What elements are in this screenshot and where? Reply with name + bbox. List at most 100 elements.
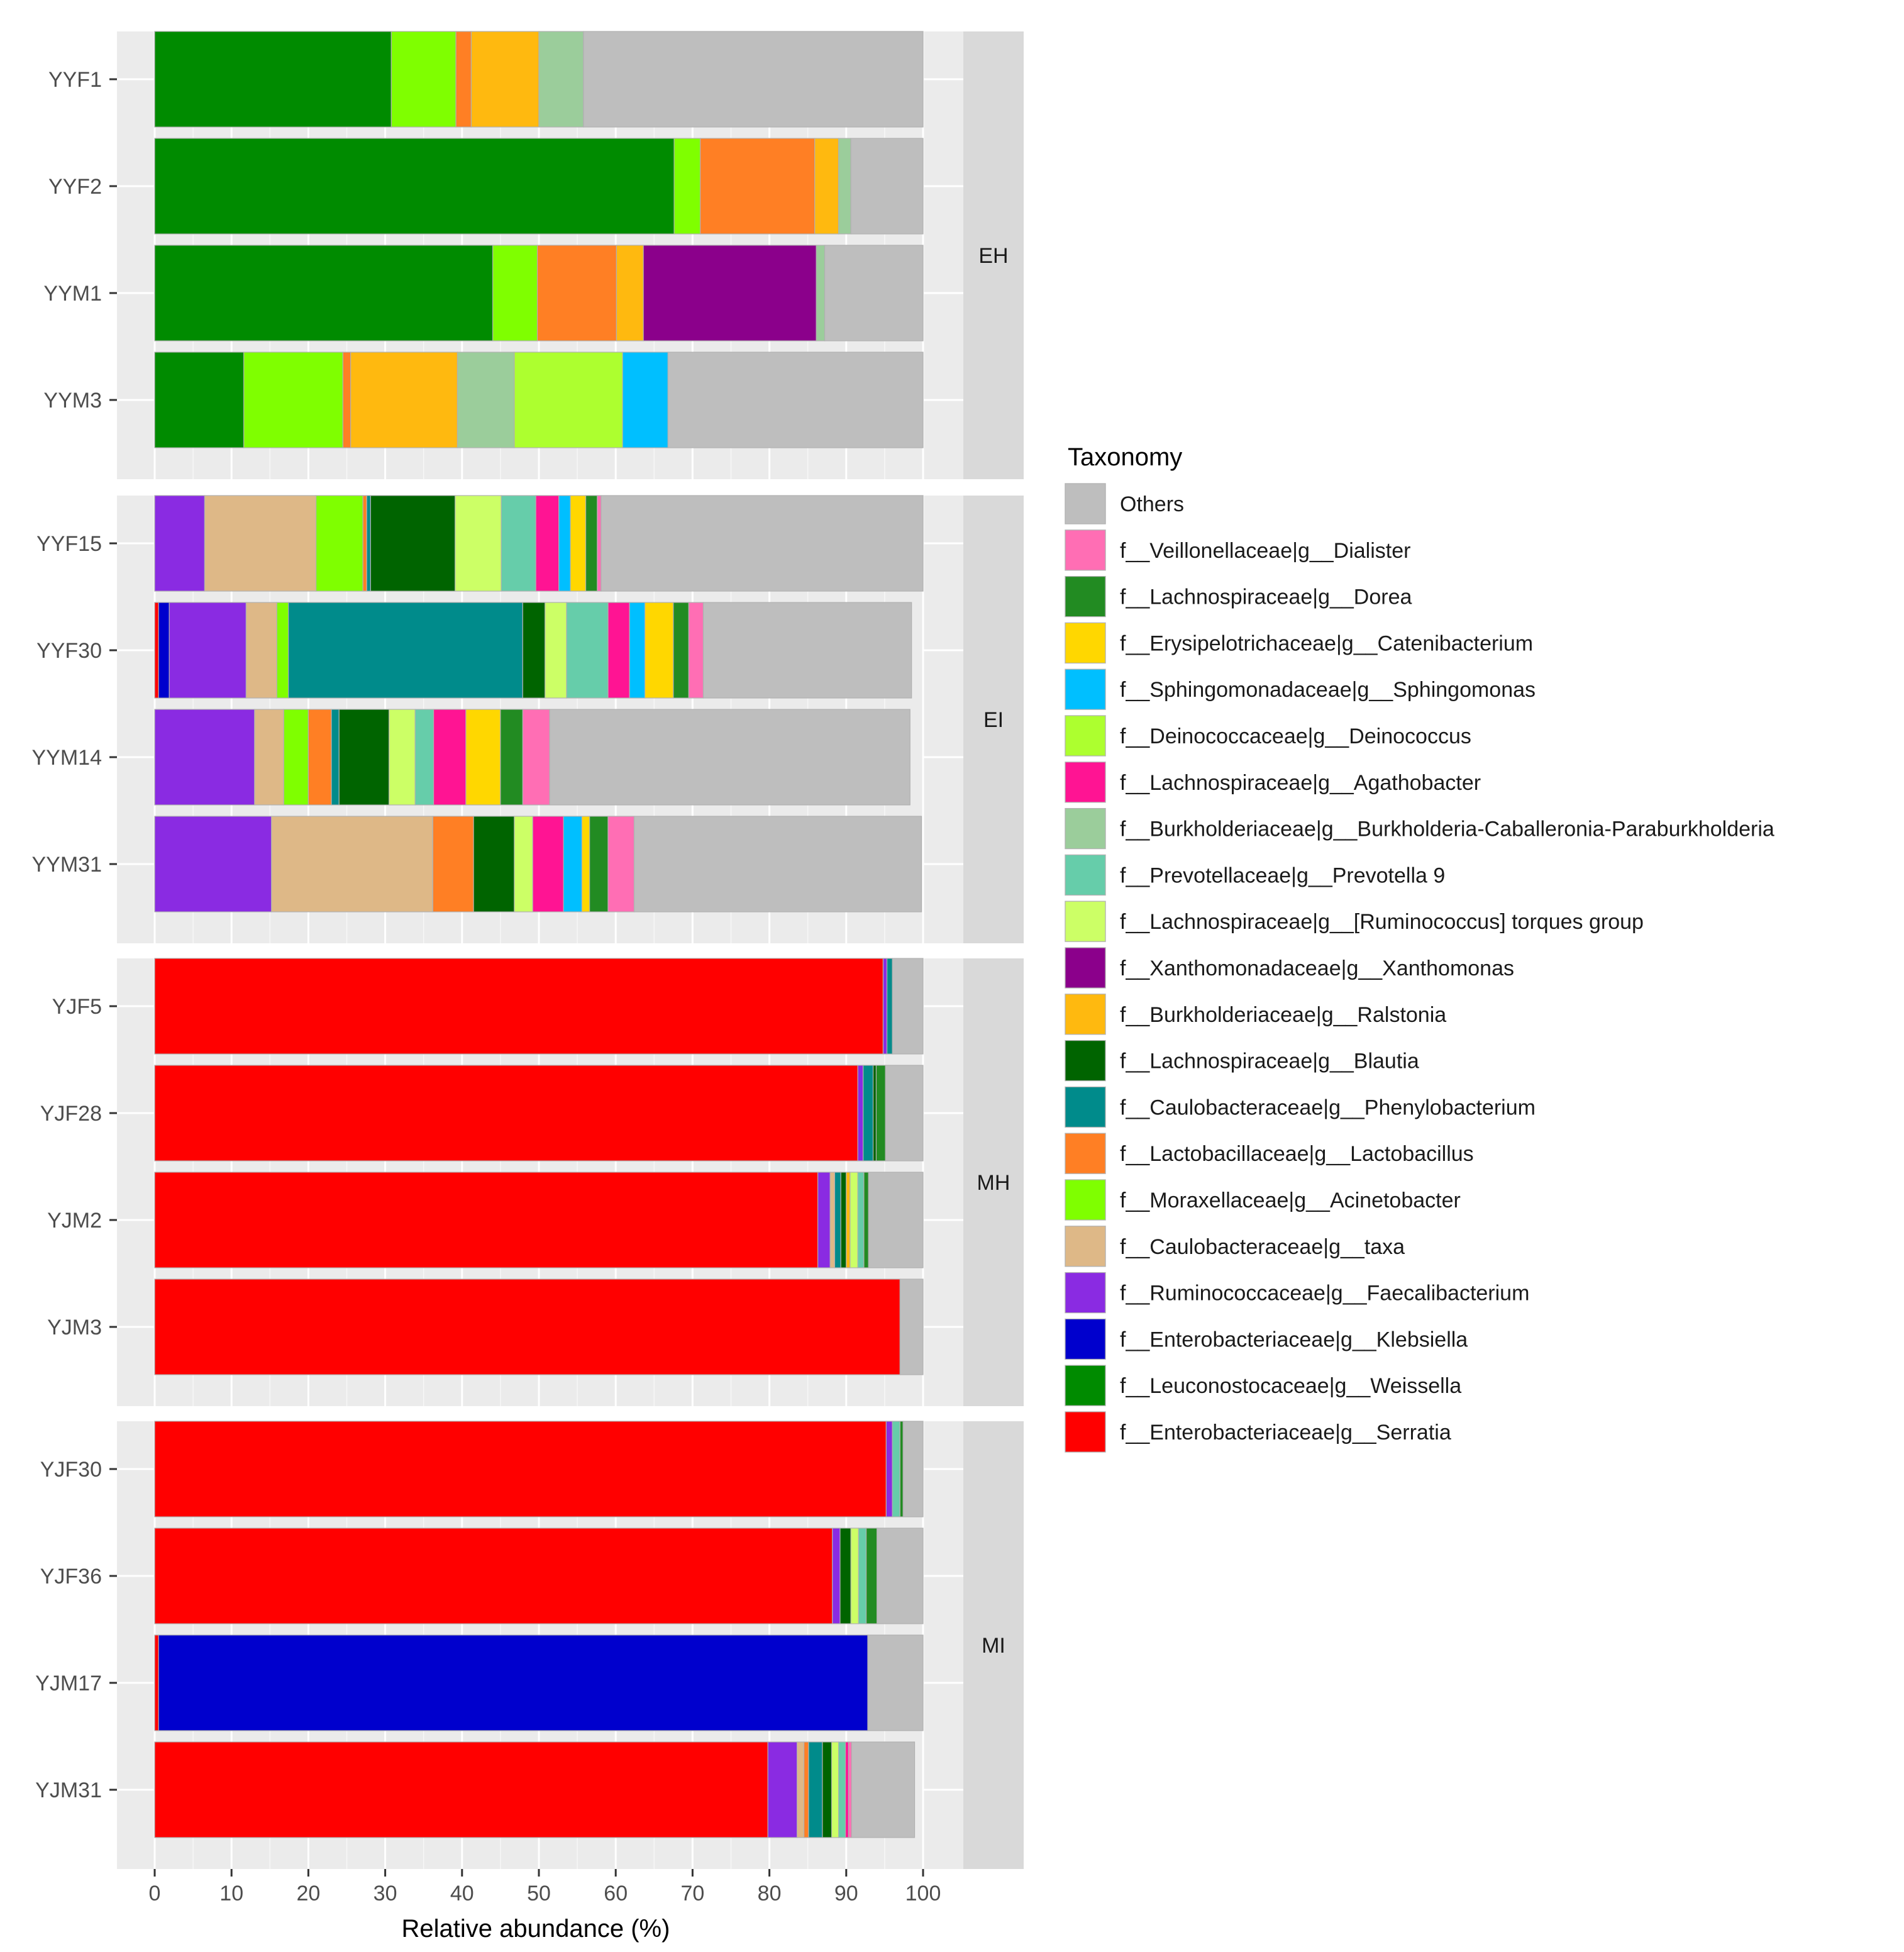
bar-segment-yjm2-ruminococcus-torques-group [850, 1172, 858, 1268]
legend-label: f__Erysipelotrichaceae|g__Catenibacteriu… [1120, 631, 1533, 655]
bar-segment-yyf30-dialister [688, 602, 704, 699]
x-tick-label: 40 [450, 1882, 474, 1905]
legend-label: f__Veillonellaceae|g__Dialister [1120, 539, 1410, 563]
bar-segment-yyf15-dialister [597, 495, 602, 592]
bar-segment-yjm31-phenylobacterium [808, 1741, 823, 1838]
legend-swatch [1065, 622, 1106, 664]
bar-segment-yjf36-others [877, 1528, 924, 1624]
bar-segment-yyf30-catenibacterium [645, 602, 674, 699]
legend-swatch [1065, 854, 1106, 896]
legend-swatch [1065, 715, 1106, 757]
bar-segment-yym3-acinetobacter [243, 352, 343, 448]
legend-label: f__Xanthomonadaceae|g__Xanthomonas [1120, 957, 1514, 980]
y-tick-label: YYM3 [43, 389, 102, 413]
bar-segment-yjm3-others [899, 1278, 924, 1375]
bar-segment-yym31-ruminococcus-torques-group [514, 816, 533, 912]
legend-label: f__Lactobacillaceae|g__Lactobacillus [1120, 1142, 1474, 1166]
bar-segment-yym3-sphingomonas [622, 352, 668, 448]
bar-segment-yyf30-serratia [154, 602, 159, 699]
bar-segment-yjm31-taxa [796, 1741, 805, 1838]
bar-segment-yyf1-burkholderia-caballeronia-paraburkholderia [538, 31, 584, 128]
legend-label: f__Burkholderiaceae|g__Ralstonia [1120, 1003, 1446, 1027]
bar-segment-yyf2-weissella [154, 138, 675, 235]
bar-segment-yjf5-faecalibacterium [882, 958, 888, 1055]
bar-segment-yjm31-blautia [822, 1741, 833, 1838]
bar-segment-yjf36-blautia [839, 1528, 851, 1624]
bar-segment-yjf30-faecalibacterium [885, 1421, 893, 1517]
legend-label: f__Burkholderiaceae|g__Burkholderia-Caba… [1120, 818, 1774, 841]
bar-segment-yym3-burkholderia-caballeronia-paraburkholderia [457, 352, 515, 448]
bar-segment-yjm31-lactobacillus [803, 1741, 809, 1838]
y-tick-label: YYM31 [32, 853, 102, 877]
bar-segment-yym31-others [633, 816, 922, 912]
legend-swatch [1065, 1179, 1106, 1221]
bar-segment-yyf30-taxa [245, 602, 277, 699]
bar-segment-yyf30-others [702, 602, 912, 699]
bar-segment-yym14-phenylobacterium [331, 709, 340, 806]
bar-segments [154, 31, 924, 1838]
legend-swatch [1065, 668, 1106, 710]
bar-segment-yjf5-phenylobacterium [886, 958, 893, 1055]
bar-segment-yjm2-dorea [863, 1172, 869, 1268]
bar-segment-yjf30-dorea [899, 1421, 904, 1517]
bar-segment-yjf36-faecalibacterium [832, 1528, 841, 1624]
bar-segment-yym31-sphingomonas [563, 816, 583, 912]
bar-segment-yjf28-faecalibacterium [857, 1065, 864, 1162]
bar-segment-yjf28-blautia [872, 1065, 877, 1162]
y-tick-label: YJM3 [47, 1316, 102, 1339]
legend-label: f__Ruminococcaceae|g__Faecalibacterium [1120, 1282, 1529, 1306]
legend-label: f__Enterobacteriaceae|g__Serratia [1120, 1421, 1451, 1445]
y-tick-label: YJM2 [47, 1209, 102, 1233]
bar-segment-yjm31-agathobacter [844, 1741, 850, 1838]
y-tick-label: YJF28 [40, 1102, 102, 1126]
bar-segment-yyf15-blautia [370, 495, 456, 592]
x-axis-title: Relative abundance (%) [402, 1915, 670, 1943]
bar-segment-yjm31-serratia [154, 1741, 768, 1838]
bar-segment-yjm2-phenylobacterium [834, 1172, 841, 1268]
y-tick-label: YYF1 [48, 68, 102, 92]
bar-segment-yjf28-serratia [154, 1065, 858, 1162]
bar-segment-yyf30-sphingomonas [629, 602, 646, 699]
bar-segment-yym31-blautia [473, 816, 515, 912]
x-tick-label: 50 [527, 1882, 551, 1905]
bar-segment-yym14-taxa [254, 709, 284, 806]
bar-segment-yjf36-serratia [154, 1528, 833, 1624]
bar-segment-yyf15-others [601, 495, 924, 592]
legend-swatch [1065, 1040, 1106, 1082]
bar-segment-yyf1-others [583, 31, 924, 128]
legend-label: f__Lachnospiraceae|g__Dorea [1120, 585, 1412, 609]
bar-segment-yym3-ralstonia [350, 352, 458, 448]
bar-segment-yyf2-burkholderia-caballeronia-paraburkholderia [838, 138, 851, 235]
bar-segment-yyf15-phenylobacterium [366, 495, 371, 592]
bar-segment-yyf1-ralstonia [470, 31, 540, 128]
bar-segment-yym1-acinetobacter [492, 245, 538, 341]
y-tick-label: YYM14 [32, 746, 102, 770]
bar-segment-yyf15-sphingomonas [558, 495, 571, 592]
legend-label: Others [1120, 492, 1184, 516]
bar-segment-yjf36-prevotella-9 [858, 1528, 867, 1624]
bar-segment-yjm17-serratia [154, 1634, 159, 1731]
bar-segment-yyf30-prevotella-9 [566, 602, 609, 699]
legend-label: f__Deinococcaceae|g__Deinococcus [1120, 724, 1471, 748]
bar-segment-yjm2-ralstonia [846, 1172, 851, 1268]
bar-segment-yjf5-others [892, 958, 924, 1055]
bar-segment-yyf15-taxa [204, 495, 317, 592]
y-tick-label: YJF30 [40, 1458, 102, 1482]
bar-segment-yjm2-others [868, 1172, 924, 1268]
bar-segment-yyf15-lactobacillus [362, 495, 367, 592]
facet-strip-label: EI [983, 708, 1004, 732]
x-tick-label: 0 [149, 1882, 161, 1905]
bar-segment-yym1-weissella [154, 245, 494, 341]
legend-label: f__Leuconostocaceae|g__Weissella [1120, 1374, 1461, 1398]
legend-title: Taxonomy [1068, 443, 1182, 471]
legend-swatch [1065, 1411, 1106, 1453]
bar-segment-yyf30-agathobacter [607, 602, 630, 699]
bar-segment-yym1-ralstonia [616, 245, 644, 341]
x-tick-label: 100 [905, 1882, 941, 1905]
bar-segment-yjm2-faecalibacterium [817, 1172, 831, 1268]
bar-segment-yyf30-blautia [522, 602, 546, 699]
bar-segment-yjm17-others [867, 1634, 924, 1731]
bar-segment-yyf2-acinetobacter [673, 138, 701, 235]
legend-swatch [1065, 483, 1106, 524]
